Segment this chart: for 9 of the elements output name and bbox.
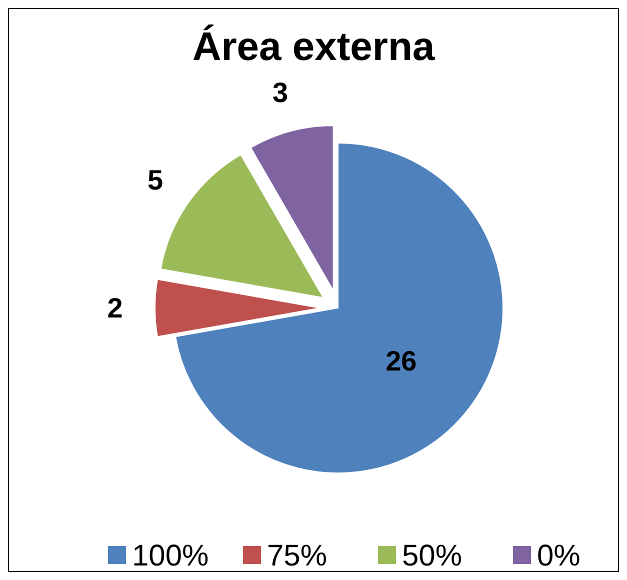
legend-label: 50% — [402, 540, 462, 572]
legend-label: 100% — [132, 540, 209, 572]
legend-label: 75% — [267, 540, 328, 572]
data-label: 2 — [107, 292, 123, 324]
data-label: 5 — [148, 164, 164, 196]
legend-label: 0% — [537, 540, 580, 572]
data-label: 26 — [386, 346, 417, 377]
chart-title: Área externa — [192, 24, 436, 69]
data-label: 3 — [272, 77, 288, 108]
